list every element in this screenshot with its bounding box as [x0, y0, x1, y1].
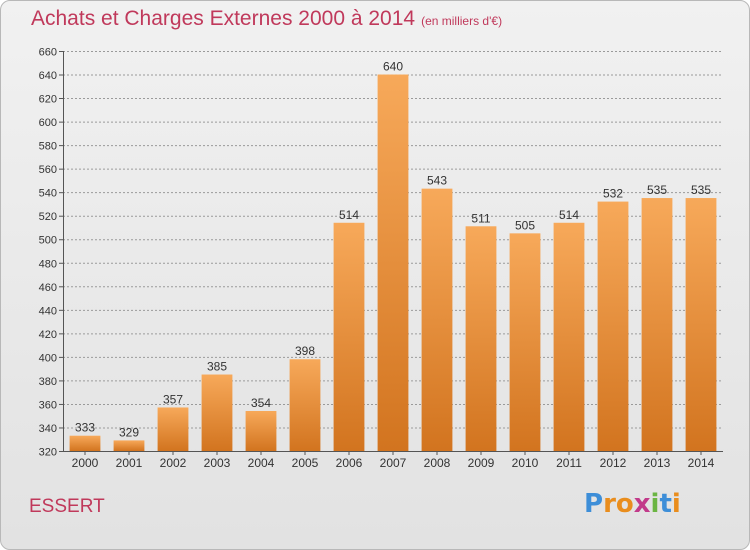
bar-2004: [245, 411, 277, 451]
axes: [59, 51, 723, 455]
data-label-2002: 357: [163, 392, 183, 406]
bar-2002: [157, 407, 189, 451]
bar-2000: [69, 435, 101, 451]
y-tick-label: 640: [39, 70, 57, 82]
x-tick-label-2000: 2000: [72, 456, 99, 470]
logo-letter: P: [584, 489, 604, 519]
y-tick-label: 420: [39, 329, 57, 341]
data-label-2005: 398: [295, 344, 315, 358]
x-tick-label-2014: 2014: [688, 456, 715, 470]
data-label-2011: 514: [559, 208, 579, 222]
x-tick-label-2002: 2002: [160, 456, 187, 470]
y-tick-label: 560: [39, 164, 57, 176]
x-tick-label-2001: 2001: [116, 456, 143, 470]
data-label-2013: 535: [647, 183, 667, 197]
x-tick-label-2003: 2003: [204, 456, 231, 470]
y-tick-label: 520: [39, 211, 57, 223]
x-tick-label-2012: 2012: [600, 456, 627, 470]
labels: 320 340 360 380 400 420 440 460 480 500 520 540 560 5…: [39, 47, 715, 471]
data-label-2001: 329: [119, 425, 139, 439]
logo-letter: i: [671, 489, 681, 519]
logo-letter: r: [603, 489, 616, 519]
bar-2012: [597, 201, 629, 451]
x-tick-label-2010: 2010: [512, 456, 539, 470]
x-tick-label-2009: 2009: [468, 456, 495, 470]
data-label-2010: 505: [515, 218, 535, 232]
data-label-2006: 514: [339, 208, 359, 222]
bar-2001: [113, 440, 145, 451]
bar-2013: [641, 198, 673, 451]
logo-letter: t: [659, 489, 672, 519]
y-tick-label: 620: [39, 94, 57, 106]
data-label-2000: 333: [75, 421, 95, 435]
x-tick-label-2007: 2007: [380, 456, 407, 470]
y-tick-label: 580: [39, 141, 57, 153]
bar-2003: [201, 374, 233, 451]
x-tick-label-2005: 2005: [292, 456, 319, 470]
x-tick-label-2004: 2004: [248, 456, 275, 470]
bar-2014: [685, 198, 717, 451]
y-tick-label: 340: [39, 423, 57, 435]
y-tick-label: 380: [39, 376, 57, 388]
chart-subtitle: (en milliers d'€): [421, 14, 503, 28]
y-tick-label: 360: [39, 399, 57, 411]
bar-2009: [465, 226, 497, 451]
y-tick-label: 660: [39, 47, 57, 59]
x-tick-label-2011: 2011: [556, 456, 582, 470]
y-tick-label: 460: [39, 282, 57, 294]
bar-2010: [509, 233, 541, 451]
logo-letter: i: [650, 489, 660, 519]
bar-2006: [333, 222, 365, 451]
y-tick-label: 320: [39, 447, 57, 459]
y-tick-label: 500: [39, 235, 57, 247]
data-label-2003: 385: [207, 360, 227, 374]
commune-name: ESSERT: [29, 496, 105, 517]
x-tick-label-2013: 2013: [644, 456, 671, 470]
y-tick-label: 440: [39, 305, 57, 317]
x-tick-label-2006: 2006: [336, 456, 363, 470]
y-tick-label: 400: [39, 352, 57, 364]
bar-2005: [289, 359, 321, 451]
bars: [69, 74, 717, 451]
chart-title: Achats et Charges Externes 2000 à 2014 (e…: [31, 7, 502, 31]
bar-2011: [553, 222, 585, 451]
bar-2007: [377, 74, 409, 451]
logo-letter: x: [633, 489, 651, 519]
y-tick-label: 480: [39, 258, 57, 270]
data-label-2007: 640: [383, 60, 403, 74]
x-tick-label-2008: 2008: [424, 456, 451, 470]
data-label-2008: 543: [427, 174, 447, 188]
logo-letter: o: [615, 489, 634, 519]
data-label-2009: 511: [471, 211, 490, 225]
chart-title-text: Achats et Charges Externes 2000 à 2014: [31, 7, 416, 30]
bar-2008: [421, 188, 453, 451]
data-label-2004: 354: [251, 396, 271, 410]
y-tick-label: 540: [39, 188, 57, 200]
proxiti-logo: Proxiti: [584, 489, 681, 519]
data-label-2014: 535: [691, 183, 711, 197]
data-label-2012: 532: [603, 187, 623, 201]
y-tick-label: 600: [39, 117, 57, 129]
